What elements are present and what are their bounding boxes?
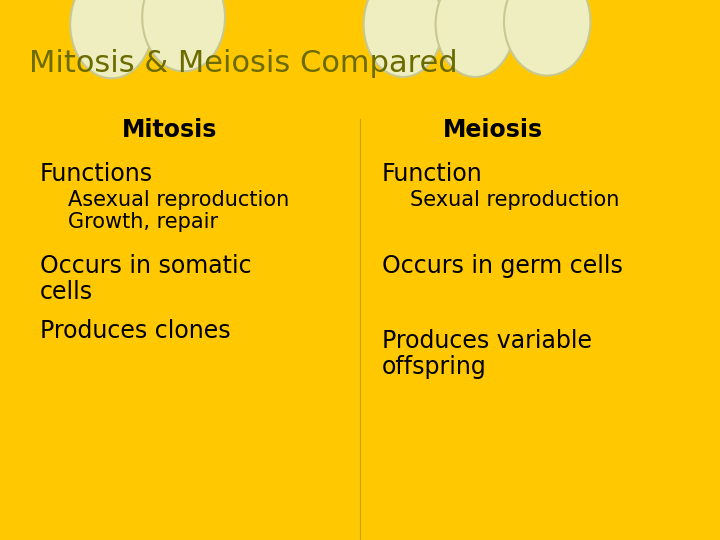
Text: Asexual reproduction: Asexual reproduction — [68, 190, 289, 210]
Text: Sexual reproduction: Sexual reproduction — [410, 190, 620, 210]
Text: Occurs in somatic
cells: Occurs in somatic cells — [40, 254, 251, 303]
Ellipse shape — [70, 0, 153, 78]
Text: Growth, repair: Growth, repair — [68, 212, 219, 232]
Text: Mitosis & Meiosis Compared: Mitosis & Meiosis Compared — [29, 49, 457, 78]
Text: Produces variable
offspring: Produces variable offspring — [382, 329, 592, 379]
Ellipse shape — [504, 0, 590, 76]
Text: Produces clones: Produces clones — [40, 319, 230, 342]
Text: Meiosis: Meiosis — [443, 118, 544, 141]
Ellipse shape — [142, 0, 225, 71]
Text: Function: Function — [382, 162, 482, 186]
Text: Functions: Functions — [40, 162, 153, 186]
Ellipse shape — [436, 0, 515, 77]
Text: Mitosis: Mitosis — [122, 118, 217, 141]
Text: Occurs in germ cells: Occurs in germ cells — [382, 254, 623, 278]
Ellipse shape — [364, 0, 443, 77]
